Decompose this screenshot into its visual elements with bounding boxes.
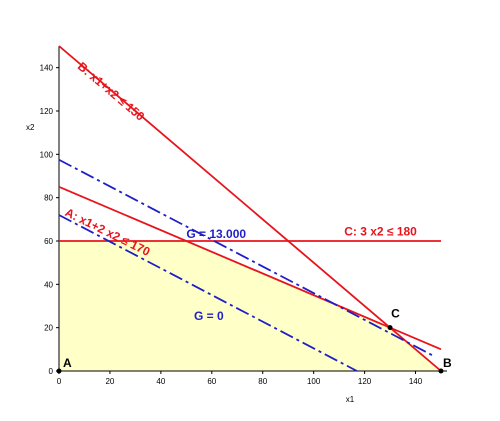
point-label-A: A	[63, 356, 72, 370]
x-tick-label: 20	[105, 377, 114, 386]
x-tick-label: 80	[258, 377, 267, 386]
point-A	[56, 368, 62, 374]
feasible-region	[59, 241, 441, 371]
x-tick-label: 140	[409, 377, 423, 386]
y-tick-label: 40	[44, 280, 53, 289]
series-line-G0	[58, 214, 358, 372]
x-tick-label: 0	[57, 377, 62, 386]
y-axis-label: x2	[26, 123, 35, 132]
y-axis-ticks: 0 20 40 60 80 100 120 140	[40, 64, 59, 376]
y-tick-label: 100	[40, 150, 54, 159]
point-label-C: C	[391, 307, 400, 321]
x-tick-label: 40	[156, 377, 165, 386]
y-tick-label: 120	[40, 107, 54, 116]
series-label-G0: G = 0	[194, 309, 224, 323]
y-tick-label: 20	[44, 324, 53, 333]
x-tick-label: 100	[307, 377, 321, 386]
x-axis-label: x1	[346, 395, 355, 404]
y-tick-label: 0	[49, 367, 54, 376]
x-tick-label: 120	[358, 377, 372, 386]
point-B	[438, 368, 444, 374]
y-tick-label: 80	[44, 194, 53, 203]
series-line-A	[58, 186, 442, 351]
x-axis-ticks: 0 20 40 60 80 100 120 140	[57, 371, 423, 386]
corner-points: A B C	[56, 307, 452, 374]
series-line-G13000	[58, 158, 433, 356]
x-tick-label: 60	[207, 377, 216, 386]
series-line-B	[58, 45, 442, 372]
y-tick-label: 60	[44, 237, 53, 246]
series-label-B: B: x1+x2 ≤ 150	[75, 59, 148, 124]
y-tick-label: 140	[40, 64, 54, 73]
series-label-G13000: G = 13.000	[186, 227, 246, 241]
point-C	[387, 325, 393, 331]
point-label-B: B	[443, 356, 452, 370]
series-lines	[58, 45, 442, 372]
series-label-C: C: 3 x2 ≤ 180	[344, 225, 417, 239]
